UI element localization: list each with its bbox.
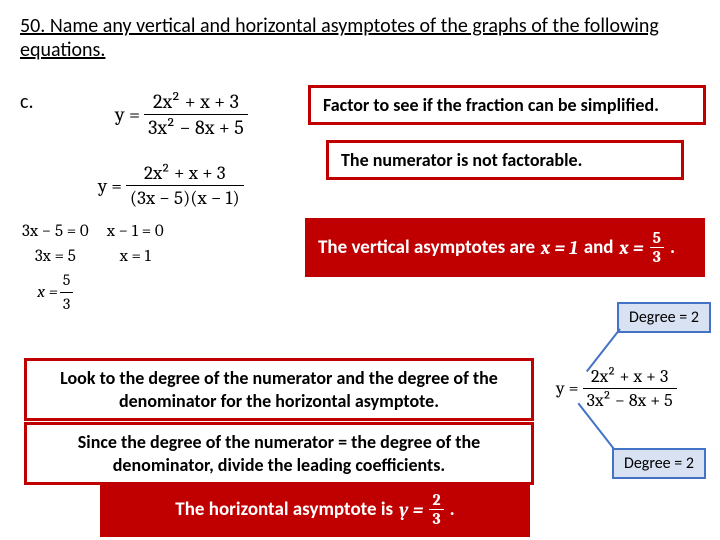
equation-original: y = 2x² + x + 3 3x² − 8x + 5 bbox=[115, 90, 248, 139]
fraction: 2x² + x + 3 (3x − 5)(x − 1) bbox=[126, 162, 244, 209]
numerator: 2x² + x + 3 bbox=[140, 162, 230, 185]
equation-factored: y = 2x² + x + 3 (3x − 5)(x − 1) bbox=[98, 162, 244, 209]
eq-y: y = bbox=[115, 103, 140, 126]
d: 3 bbox=[60, 292, 73, 316]
callout-factor: Factor to see if the fraction can be sim… bbox=[308, 85, 706, 125]
x2pre: x = bbox=[620, 237, 644, 259]
denominator: (3x − 5)(x − 1) bbox=[126, 185, 244, 209]
pre: x = bbox=[37, 281, 57, 306]
numerator: 2x² + x + 3 bbox=[149, 90, 243, 114]
text: . bbox=[450, 498, 455, 521]
equation-side: y = 2x² + x + 3 3x² − 8x + 5 bbox=[556, 366, 677, 411]
d: 3 bbox=[650, 247, 664, 266]
numerator: 2x² + x + 3 bbox=[587, 366, 672, 388]
text: The horizontal asymptote is bbox=[175, 498, 393, 521]
pre: y = bbox=[399, 499, 423, 521]
eq-y: y = bbox=[98, 175, 122, 197]
denominator: 3x² − 8x + 5 bbox=[144, 114, 248, 139]
line: x = 1 bbox=[107, 245, 164, 270]
text: The vertical asymptotes are bbox=[318, 236, 535, 259]
col1: 3x − 5 = 0 3x = 5 x = 5 3 bbox=[22, 220, 105, 319]
callout-divide-leading: Since the degree of the numerator = the … bbox=[24, 422, 534, 485]
x2-frac: 5 3 bbox=[650, 229, 664, 266]
callout-vertical-asymptotes: The vertical asymptotes are x = 1 and x … bbox=[305, 218, 705, 277]
fraction: 2x² + x + 3 3x² − 8x + 5 bbox=[583, 366, 677, 411]
line-frac: x = 5 3 bbox=[22, 269, 89, 316]
line: 3x = 5 bbox=[22, 245, 89, 270]
n: 5 bbox=[650, 229, 664, 247]
frac: 2 3 bbox=[429, 491, 443, 528]
text: . bbox=[670, 236, 675, 259]
line: x − 1 = 0 bbox=[107, 220, 164, 245]
callout-look-degree: Look to the degree of the numerator and … bbox=[24, 358, 534, 421]
x1: x = 1 bbox=[541, 237, 578, 259]
part-letter: c. bbox=[20, 90, 34, 114]
d: 3 bbox=[429, 509, 443, 528]
question-prompt: 50. Name any vertical and horizontal asy… bbox=[20, 14, 680, 62]
col2: x − 1 = 0 x = 1 bbox=[107, 220, 180, 319]
n: 2 bbox=[429, 491, 443, 509]
frac: 5 3 bbox=[60, 269, 74, 316]
n: 5 bbox=[60, 269, 74, 292]
text: and bbox=[584, 236, 614, 259]
callout-not-factorable: The numerator is not factorable. bbox=[326, 140, 684, 180]
solving-work: 3x − 5 = 0 3x = 5 x = 5 3 x − 1 = 0 x = … bbox=[20, 218, 182, 321]
degree-label-bottom: Degree = 2 bbox=[612, 448, 706, 479]
callout-horizontal-asymptote: The horizontal asymptote is y = 2 3 . bbox=[100, 482, 530, 537]
fraction: 2x² + x + 3 3x² − 8x + 5 bbox=[144, 90, 248, 139]
eq-y: y = bbox=[556, 378, 579, 399]
degree-label-top: Degree = 2 bbox=[617, 302, 711, 333]
denominator: 3x² − 8x + 5 bbox=[583, 388, 677, 411]
line: 3x − 5 = 0 bbox=[22, 220, 89, 245]
